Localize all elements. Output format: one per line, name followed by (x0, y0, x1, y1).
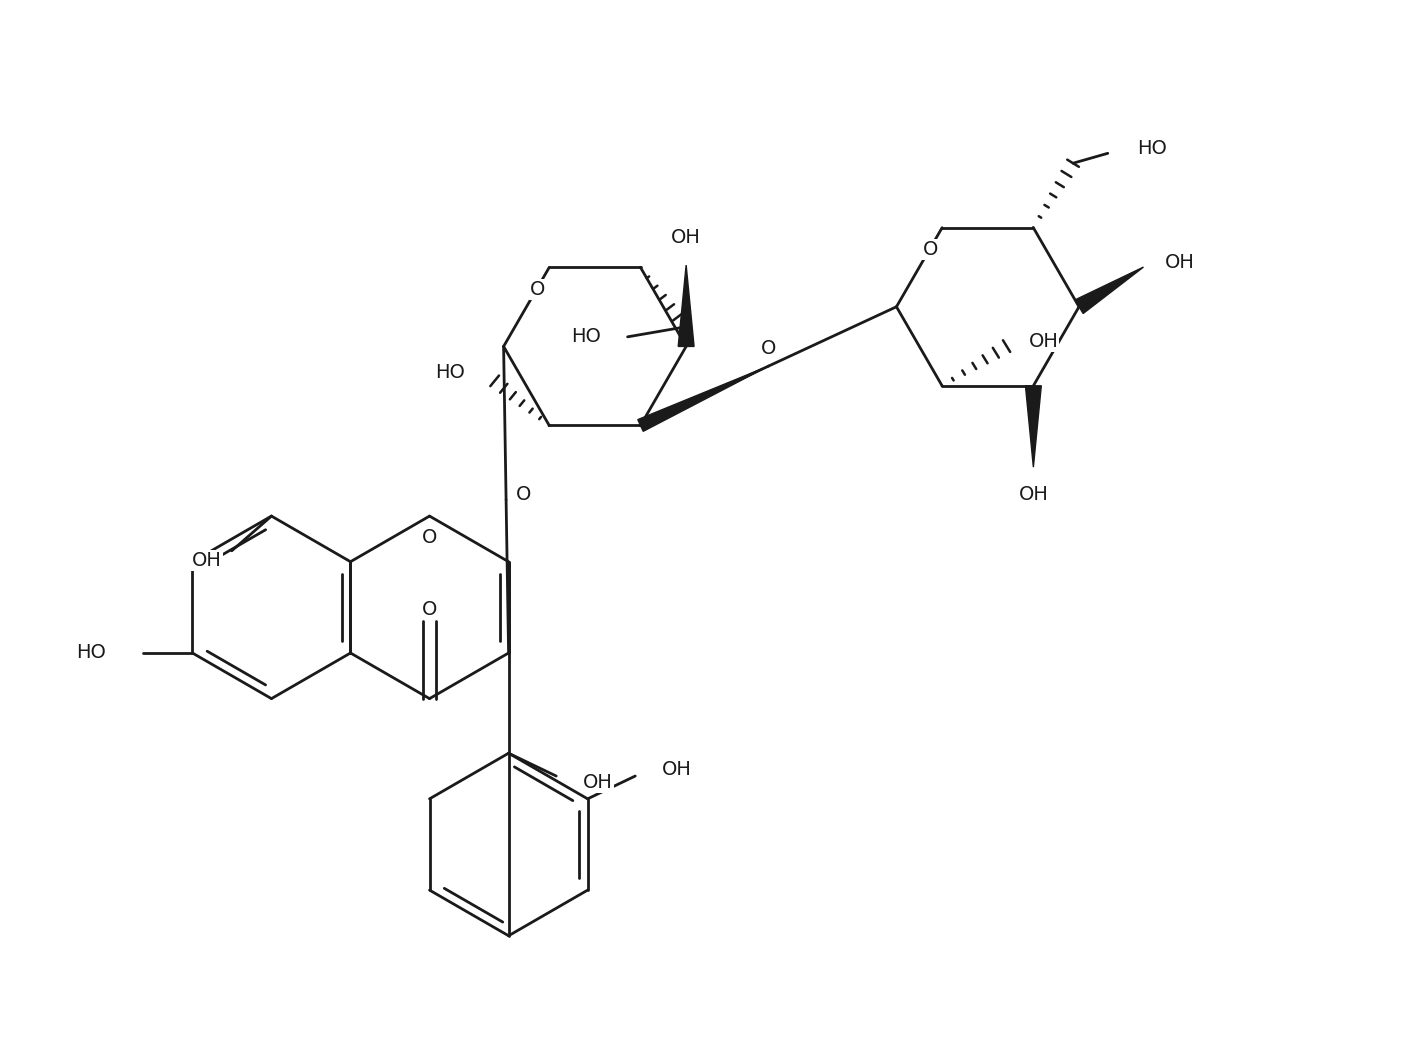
Text: OH: OH (672, 228, 701, 247)
Text: HO: HO (435, 363, 465, 382)
Text: HO: HO (1138, 139, 1167, 158)
Text: O: O (760, 339, 776, 358)
Text: OH: OH (1166, 252, 1195, 271)
Text: OH: OH (191, 551, 222, 570)
Polygon shape (679, 265, 694, 346)
Text: O: O (922, 240, 938, 259)
Polygon shape (1025, 386, 1042, 467)
Polygon shape (638, 366, 769, 431)
Text: OH: OH (1018, 485, 1049, 504)
Text: O: O (422, 528, 438, 547)
Polygon shape (1074, 267, 1143, 313)
Text: OH: OH (1028, 331, 1059, 350)
Text: OH: OH (662, 760, 691, 778)
Text: HO: HO (76, 644, 106, 663)
Text: OH: OH (583, 773, 612, 792)
Text: O: O (422, 600, 438, 619)
Text: O: O (517, 485, 532, 504)
Text: O: O (529, 280, 545, 299)
Text: HO: HO (572, 327, 601, 346)
